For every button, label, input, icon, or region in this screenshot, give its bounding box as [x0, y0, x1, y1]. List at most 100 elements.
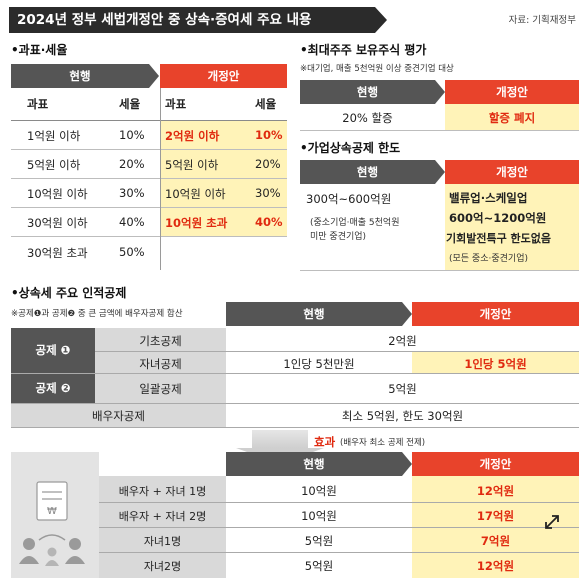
tax-row-1-new-rate: 10%	[255, 128, 283, 142]
deduction-group2-label: 공제 ❷	[11, 374, 95, 403]
tax-row-1-cur-base: 1억원 이하	[27, 129, 81, 143]
effect-row-2-revised: 17억원	[476, 509, 515, 523]
deduction-section-title: •상속세 주요 인적공제	[11, 286, 127, 300]
deduction-child-revised: 1인당 5억원	[464, 357, 527, 371]
effect-row-4-current: 5억원	[304, 559, 334, 573]
tax-row-4-cur-base: 30억원 이하	[27, 216, 88, 230]
effect-illustration-panel: ₩	[11, 452, 99, 578]
effect-header-arrow	[402, 452, 412, 476]
tax-header-revised: 개정안	[160, 64, 287, 88]
tax-row-1-cur-rate: 10%	[119, 128, 145, 142]
tax-row-2-cur-base: 5억원 이하	[27, 158, 81, 172]
tax-row-4-new-base: 10억원 초과	[165, 216, 228, 230]
deduction-lump-value: 5억원	[388, 382, 417, 396]
deduction-group1-label: 공제 ❶	[11, 328, 95, 373]
divider	[300, 270, 579, 271]
effect-row-1-label: 배우자 + 자녀 1명	[118, 485, 207, 498]
family-header-arrow	[435, 160, 445, 184]
effect-row-3-current: 5억원	[304, 534, 334, 548]
divider	[11, 149, 287, 150]
tax-row-4-cur-rate: 40%	[119, 215, 145, 229]
effect-title-note: (배우자 최소 공제 전제)	[340, 438, 426, 448]
stock-revised-value: 할증 폐지	[488, 111, 536, 125]
effect-header-current: 현행	[226, 452, 402, 476]
tax-row-2-new-base: 5억원 이하	[165, 158, 219, 172]
deduction-spouse-label-bg	[11, 403, 226, 427]
tax-table: 과표 세율 과표 세율 1억원 이하 10% 2억원 이하 10% 5억원 이하…	[11, 88, 287, 270]
effect-arrow-stem	[252, 430, 308, 448]
family-revised-highlight	[445, 184, 579, 270]
family-section-title: •가업상속공제 한도	[300, 141, 401, 155]
family-header-revised: 개정안	[445, 160, 579, 184]
tax-row-2-new-rate: 20%	[255, 157, 281, 171]
tax-row-2-cur-rate: 20%	[119, 157, 145, 171]
stock-header-revised: 개정안	[445, 80, 579, 104]
tax-row-3-new-base: 10억원 이하	[165, 187, 226, 201]
family-current-main: 300억~600억원	[306, 192, 392, 206]
tax-header-current: 현행	[11, 64, 149, 88]
effect-row-3-label: 자녀1명	[143, 535, 182, 548]
svg-text:₩: ₩	[47, 506, 57, 517]
effect-row-2-label: 배우자 + 자녀 2명	[118, 510, 207, 523]
family-revised-line4: (모든 중소·중견기업)	[449, 254, 528, 264]
column-divider	[160, 88, 161, 270]
stock-revised-highlight	[445, 104, 579, 130]
divider	[11, 178, 287, 179]
tax-row-1-new-base: 2억원 이하	[165, 129, 220, 143]
family-header-current: 현행	[300, 160, 435, 184]
tax-header-arrow	[149, 64, 159, 88]
deduction-child-label: 자녀공제	[139, 357, 182, 371]
stock-note: ※대기업, 매출 5천억원 이상 중견기업 대상	[300, 64, 454, 74]
stock-header-current: 현행	[300, 80, 435, 104]
family-revised-line2: 600억~1200억원	[449, 211, 547, 225]
divider	[11, 403, 579, 404]
stock-current-value: 20% 할증	[342, 111, 393, 125]
tax-col-base-current: 과표	[27, 97, 49, 111]
divider	[99, 502, 579, 503]
deduction-lump-label: 일괄공제	[139, 382, 182, 396]
divider	[11, 373, 579, 374]
divider	[99, 552, 579, 553]
divider	[11, 427, 579, 428]
deduction-child-current: 1인당 5천만원	[283, 357, 355, 371]
deduction-header-revised: 개정안	[412, 302, 579, 326]
deduction-spouse-label: 배우자공제	[92, 409, 145, 423]
effect-row-2-current: 10억원	[301, 509, 337, 523]
family-current-sub1: (중소기업·매출 5천억원	[310, 218, 400, 228]
deduction-child-highlight	[412, 351, 579, 373]
effect-row-1-revised: 12억원	[476, 484, 515, 498]
source-label: 자료: 기획재정부	[508, 15, 576, 26]
deduction-note: ※공제❶과 공제❷ 중 큰 금액에 배우자공제 합산	[11, 309, 183, 319]
effect-header-revised: 개정안	[412, 452, 579, 476]
divider	[95, 351, 579, 352]
divider	[11, 120, 287, 121]
tax-row-3-cur-base: 10억원 이하	[27, 187, 88, 201]
expand-icon[interactable]	[542, 512, 562, 532]
family-illustration-icon: ₩	[19, 481, 85, 566]
effect-row-3-revised: 7억원	[480, 534, 511, 548]
effect-row-4-label: 자녀2명	[143, 560, 182, 573]
stock-section-title: •최대주주 보유주식 평가	[300, 43, 427, 57]
effect-row-1-current: 10억원	[301, 484, 337, 498]
effect-row-4-revised: 12억원	[476, 559, 515, 573]
tax-col-rate-current: 세율	[119, 97, 141, 111]
page-title: 2024년 정부 세법개정안 중 상속·증여세 주요 내용	[9, 7, 375, 33]
divider	[11, 207, 287, 208]
tax-row-3-new-rate: 30%	[255, 186, 281, 200]
tax-section-title: •과표·세율	[11, 43, 68, 57]
divider	[99, 527, 579, 528]
deduction-header-current: 현행	[226, 302, 402, 326]
tax-col-base-revised: 과표	[165, 97, 187, 111]
tax-row-5-cur-base: 30억원 초과	[27, 246, 88, 260]
deduction-header-arrow	[402, 302, 412, 326]
deduction-label-column	[95, 328, 226, 403]
divider	[300, 130, 579, 131]
family-current-sub2: 미만 중견기업)	[310, 232, 367, 242]
tax-col-rate-revised: 세율	[255, 97, 277, 111]
divider	[11, 236, 287, 237]
effect-title: 효과	[314, 435, 336, 449]
deduction-spouse-value: 최소 5억원, 한도 30억원	[341, 409, 464, 423]
family-revised-line1: 밸류업·스케일업	[449, 191, 528, 205]
family-revised-line3: 기회발전특구 한도없음	[446, 232, 552, 245]
deduction-basic-value: 2억원	[388, 334, 417, 348]
